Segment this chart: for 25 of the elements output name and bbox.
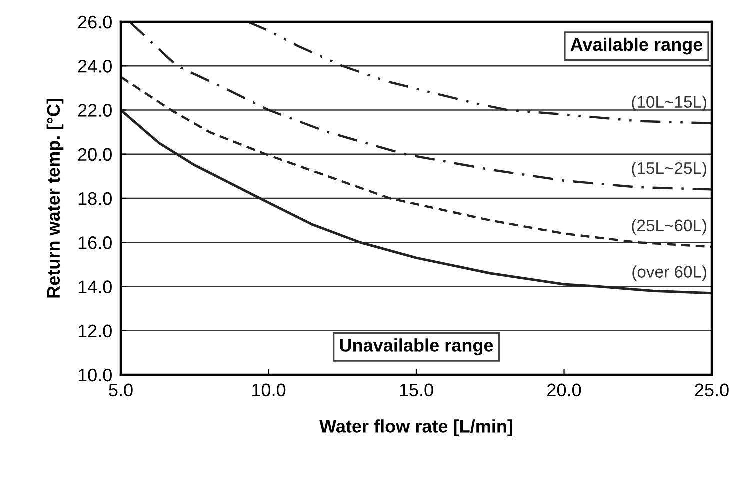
y-tick-label: 24.0 — [78, 60, 112, 73]
y-tick-label: 16.0 — [78, 236, 112, 250]
y-tick-label: 18.0 — [78, 192, 112, 206]
y-tick-label: 20.0 — [78, 148, 112, 162]
series-label: (15L~25L) — [632, 162, 707, 178]
series-label: (25L~60L) — [632, 219, 707, 235]
x-tick-label: 25.0 — [695, 384, 729, 397]
x-tick-label: 15.0 — [400, 384, 434, 397]
x-tick-label: 20.0 — [548, 384, 582, 397]
y-tick-label: 10.0 — [78, 368, 112, 382]
line-series — [121, 76, 712, 248]
annotation: Available range — [570, 38, 703, 55]
y-tick-label: 22.0 — [78, 104, 112, 117]
x-axis-title: Water flow rate [L/min] — [320, 420, 512, 436]
series-label: (over 60L) — [632, 266, 707, 282]
line-series — [246, 22, 712, 125]
y-tick-label: 26.0 — [78, 16, 112, 29]
annotation: Unavailable range — [340, 338, 494, 356]
line-series — [128, 22, 712, 191]
y-tick-label: 12.0 — [78, 324, 112, 338]
x-tick-label: 5.0 — [109, 384, 133, 397]
y-axis-title: Return water temp. [°C] — [46, 99, 64, 298]
x-tick-label: 10.0 — [252, 384, 286, 397]
series-label: (10L~15L) — [632, 96, 707, 112]
y-tick-label: 14.0 — [78, 280, 112, 294]
